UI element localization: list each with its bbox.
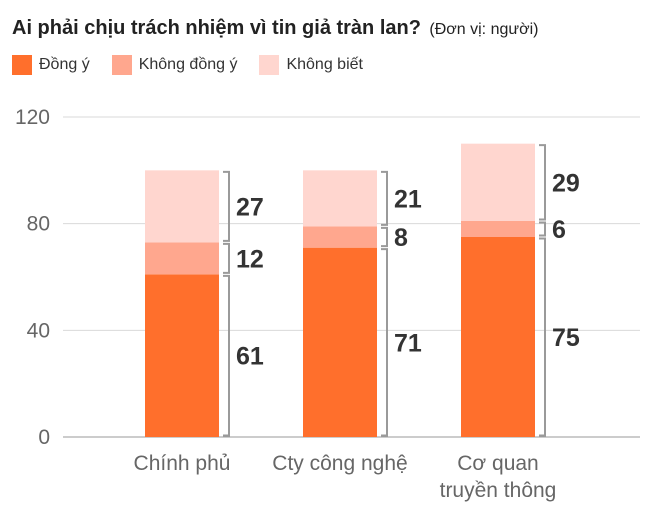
bracket-0-0 <box>223 274 230 437</box>
category-label-0: Chính phủ <box>134 452 231 475</box>
category-label-line-0-0: Chính phủ <box>134 452 231 475</box>
legend-label-dong-y: Đồng ý <box>39 56 90 73</box>
bar-segment-2-2 <box>461 143 535 221</box>
y-tick-label-80: 80 <box>27 213 50 236</box>
data-label-2-0: 75 <box>552 324 580 352</box>
data-label-1-0: 71 <box>394 329 422 357</box>
bar-segment-1-1 <box>303 226 377 248</box>
legend: Đồng ý Không đồng ý Không biết <box>12 55 363 75</box>
legend-swatch-khong-dong-y <box>111 55 132 75</box>
bracket-2-1 <box>539 221 546 237</box>
bracket-0-1 <box>223 242 230 274</box>
category-label-line-1-0: Cty công nghệ <box>272 452 407 475</box>
chart-title: Ai phải chịu trách nhiệm vì tin giả tràn… <box>12 17 421 39</box>
data-label-0-0: 61 <box>236 343 264 371</box>
y-tick-label-40: 40 <box>27 319 50 342</box>
y-tick-label-0: 0 <box>38 426 50 449</box>
bracket-2-2 <box>539 144 546 221</box>
legend-label-khong-biet: Không biết <box>286 56 363 73</box>
bracket-2-0 <box>539 237 546 437</box>
legend-swatch-dong-y <box>12 55 32 75</box>
bracket-1-2 <box>381 170 388 226</box>
data-label-1-1: 8 <box>394 224 408 252</box>
bracket-1-0 <box>381 248 388 437</box>
category-label-1: Cty công nghệ <box>272 452 407 475</box>
bar-segment-0-1 <box>145 242 219 275</box>
bracket-1-1 <box>381 226 388 248</box>
y-tick-label-120: 120 <box>15 106 50 129</box>
data-label-1-2: 21 <box>394 185 422 213</box>
chart-title-row: Ai phải chịu trách nhiệm vì tin giả tràn… <box>12 17 538 40</box>
bar-segment-2-0 <box>461 237 535 437</box>
legend-item-khong-dong-y: Không đồng ý <box>111 55 238 75</box>
bar-segment-2-1 <box>461 221 535 237</box>
category-label-line-2-0: Cơ quan <box>457 452 539 475</box>
bar-segment-1-0 <box>303 247 377 437</box>
bar-segment-0-2 <box>145 170 219 243</box>
bar-segment-0-0 <box>145 274 219 437</box>
data-label-0-1: 12 <box>236 245 264 273</box>
legend-item-dong-y: Đồng ý <box>12 55 90 75</box>
category-label-2: Cơ quan truyền thông <box>440 452 557 502</box>
legend-label-khong-dong-y: Không đồng ý <box>138 56 238 73</box>
legend-item-khong-biet: Không biết <box>259 55 363 75</box>
legend-swatch-khong-biet <box>259 55 280 75</box>
category-label-line-2-1: truyền thông <box>440 479 557 502</box>
data-label-2-2: 29 <box>552 169 580 197</box>
unit-note: (Đơn vị: người) <box>429 21 539 38</box>
bar-segment-1-2 <box>303 170 377 227</box>
data-label-0-2: 27 <box>236 193 264 221</box>
bracket-0-2 <box>223 170 230 242</box>
data-label-2-1: 6 <box>552 216 566 244</box>
